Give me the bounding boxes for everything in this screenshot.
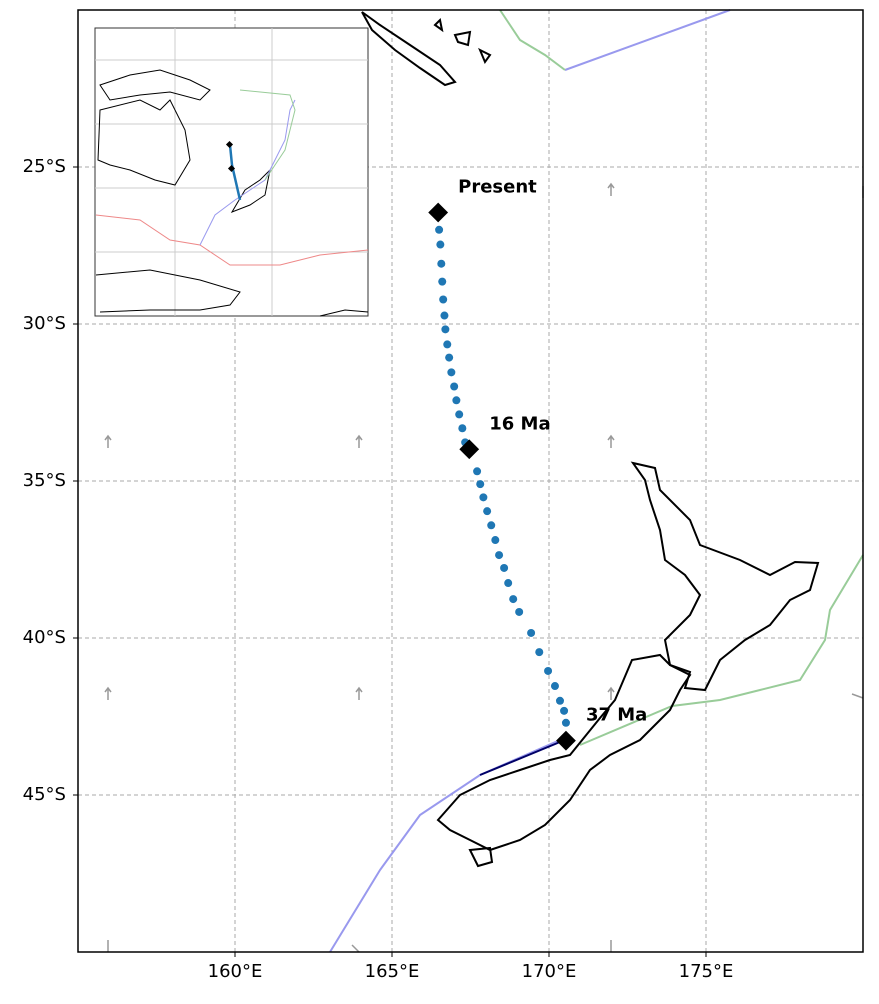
plate-boundary [479,741,561,776]
y-tick-label: 30°S [23,313,66,334]
track-point [555,696,564,705]
inset-map [94,27,369,317]
x-tick-label: 170°E [522,961,577,982]
track-point [550,682,559,691]
track-point [458,424,467,433]
coastline [361,11,457,87]
coastline [630,461,820,692]
y-tick-label: 35°S [23,470,66,491]
track-point [436,240,445,249]
track-point [500,563,509,572]
age-label: Present [458,177,537,198]
track-point [452,396,461,405]
track-point [441,325,450,334]
track-point [455,410,464,419]
track-point [509,595,518,604]
track-point [437,259,446,268]
y-tick-label: 40°S [23,627,66,648]
x-tick-label: 160°E [208,961,263,982]
track-point [435,225,444,234]
age-label: 16 Ma [489,413,550,434]
coastline [433,17,492,65]
age-marker [428,202,449,223]
track-point [561,718,570,727]
coastline [468,846,494,868]
track-point [495,551,504,560]
track-point [476,480,485,489]
track-point [443,340,452,349]
track-point [447,368,456,377]
x-tick-label: 165°E [365,961,420,982]
track-point [515,607,524,616]
track-point [535,648,544,657]
track-point [527,628,536,637]
x-tick-label: 175°E [679,961,734,982]
track-point [438,277,447,286]
track-point [450,382,459,391]
y-tick-label: 45°S [23,784,66,805]
plate-boundary [499,9,566,71]
track-point [445,353,454,362]
coastline [436,653,692,852]
plate-boundary [579,554,864,746]
y-tick-label: 25°S [23,156,66,177]
age-marker [459,439,480,460]
track-point [473,467,482,476]
track-point [487,521,496,530]
plate-boundary [564,9,731,71]
track-point [504,579,513,588]
track-point [439,295,448,304]
track-point [544,666,553,675]
age-marker [556,730,576,751]
age-label: 37 Ma [586,705,647,726]
track-point [560,706,569,715]
track-point [440,311,449,320]
track: Present 16 Ma 37 Ma [428,177,647,751]
track-point [483,507,492,516]
track-point [479,493,488,502]
track-point [491,536,500,545]
